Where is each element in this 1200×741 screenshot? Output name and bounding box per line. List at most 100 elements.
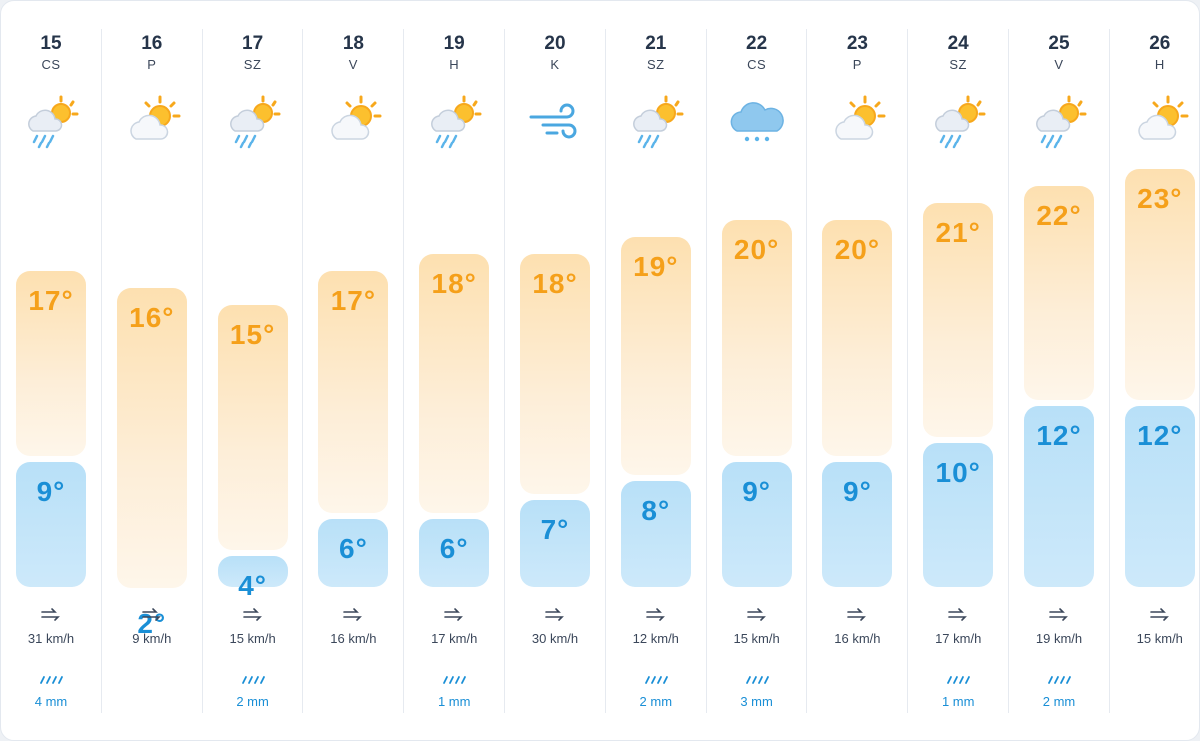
wind-icon <box>645 607 667 623</box>
high-temp-bar: 16° <box>116 288 187 588</box>
day-column[interactable]: 18 V 17° 6° 16 km/h <box>302 29 403 713</box>
high-temp: 17° <box>28 285 74 316</box>
day-date: 23 <box>846 33 868 54</box>
wind-icon <box>242 607 264 623</box>
low-temp: 10° <box>935 457 981 488</box>
day-date: 20 <box>544 33 566 54</box>
wind-icon <box>525 91 585 151</box>
wind-icon <box>1048 607 1070 623</box>
rain-icon <box>946 673 971 685</box>
low-temp-bar: 4° <box>217 556 288 601</box>
high-temp: 17° <box>330 285 377 316</box>
rain-icon <box>39 673 63 685</box>
wind-speed: 15 km/h <box>229 631 276 646</box>
rain-icon <box>442 673 467 685</box>
high-temp-bar: 18° <box>520 254 590 494</box>
low-temp: 6° <box>439 533 469 564</box>
day-of-week: CS <box>41 57 61 72</box>
precipitation: 2 mm <box>639 694 673 709</box>
high-temp: 20° <box>733 234 780 265</box>
partly-cloudy-icon <box>323 91 383 151</box>
low-temp: 7° <box>540 514 570 545</box>
day-column[interactable]: 16 P 16° 2° 9 km/h <box>100 29 202 713</box>
day-date: 25 <box>1048 33 1070 54</box>
low-temp: 2° <box>137 608 167 639</box>
wind-icon <box>947 607 969 623</box>
high-temp-bar: 23° <box>1124 169 1195 400</box>
day-date: 26 <box>1149 33 1171 54</box>
day-column[interactable]: 21 SZ 19° 8° 12 km/h 2 mm <box>604 29 706 713</box>
rain-sun-icon <box>21 91 81 151</box>
day-column[interactable]: 23 P 20° 9° 16 km/h <box>806 29 907 713</box>
day-date: 15 <box>40 33 62 54</box>
wind-speed: 16 km/h <box>330 631 377 646</box>
high-temp: 15° <box>229 319 276 350</box>
wind-icon <box>342 607 364 623</box>
partly-cloudy-icon <box>122 91 182 151</box>
wind-speed: 16 km/h <box>834 631 881 646</box>
day-date: 19 <box>443 33 465 54</box>
high-temp: 21° <box>935 217 981 248</box>
day-column[interactable]: 19 H 18° 6° 17 km/h 1 mm <box>403 29 504 713</box>
wind-icon <box>746 607 768 623</box>
low-temp: 9° <box>742 476 771 507</box>
day-column[interactable]: 20 K 18° 7° 30 km/h <box>504 29 605 713</box>
low-temp-bar: 9° <box>721 462 792 587</box>
wind-speed: 19 km/h <box>1035 631 1083 646</box>
wind-speed: 30 km/h <box>531 631 579 646</box>
wind-icon <box>544 607 566 623</box>
high-temp-bar: 15° <box>217 305 288 550</box>
high-temp-bar: 20° <box>822 220 893 456</box>
low-temp-bar: 9° <box>822 462 893 587</box>
low-temp-bar: 6° <box>318 519 389 587</box>
day-column[interactable]: 17 SZ 15° 4° 15 km/h 2 mm <box>201 29 303 713</box>
day-date: 18 <box>342 33 364 54</box>
precipitation: 2 mm <box>1042 694 1076 709</box>
high-temp-bar: 20° <box>721 220 792 456</box>
high-temp-bar: 19° <box>620 237 691 475</box>
rain-icon <box>745 673 769 685</box>
precipitation: 3 mm <box>740 694 773 709</box>
wind-speed: 12 km/h <box>632 631 679 646</box>
wind-icon <box>846 607 868 623</box>
wind-speed: 17 km/h <box>431 631 478 646</box>
low-temp: 4° <box>238 570 267 601</box>
wind-speed: 15 km/h <box>733 631 780 646</box>
day-column[interactable]: 25 V 22° 12° 19 km/h 2 mm <box>1008 29 1109 713</box>
day-of-week: CS <box>747 57 767 72</box>
low-temp: 12° <box>1137 420 1183 451</box>
wind-icon <box>443 607 465 623</box>
wind-speed: 17 km/h <box>935 631 982 646</box>
day-column[interactable]: 26 H 23° 12° 15 km/h <box>1108 29 1200 713</box>
high-temp-bar: 17° <box>318 271 389 513</box>
day-of-week: V <box>348 57 358 72</box>
day-of-week: SZ <box>646 57 665 72</box>
partly-cloudy-icon <box>1130 91 1190 151</box>
rain-sun-icon <box>928 91 988 151</box>
partly-cloudy-icon <box>827 91 887 151</box>
low-temp-bar: 6° <box>419 519 490 587</box>
wind-speed: 31 km/h <box>27 631 75 646</box>
low-temp: 9° <box>36 476 66 507</box>
day-date: 22 <box>746 33 768 54</box>
day-of-week: P <box>147 57 157 72</box>
day-column[interactable]: 22 CS 20° 9° 15 km/h 3 mm <box>705 29 807 713</box>
wind-icon <box>141 607 163 623</box>
day-column[interactable]: 24 SZ 21° 10° 17 km/h 1 mm <box>907 29 1008 713</box>
high-temp-bar: 17° <box>16 271 86 456</box>
wind-icon <box>40 607 62 623</box>
low-temp: 8° <box>641 495 671 526</box>
day-column[interactable]: 15 CS 17° 9° 31 km/h 4 mm <box>1 29 101 713</box>
high-temp-bar: 21° <box>923 203 994 437</box>
day-of-week: H <box>1154 57 1165 72</box>
day-date: 16 <box>141 33 163 54</box>
high-temp: 18° <box>532 268 578 299</box>
rain-sun-icon <box>223 91 283 151</box>
low-temp-bar: 8° <box>620 481 691 587</box>
rain-icon <box>241 673 265 685</box>
high-temp: 20° <box>834 234 881 265</box>
precipitation: 2 mm <box>236 694 269 709</box>
rain-cloud-icon <box>727 91 787 151</box>
low-temp: 12° <box>1036 420 1082 451</box>
